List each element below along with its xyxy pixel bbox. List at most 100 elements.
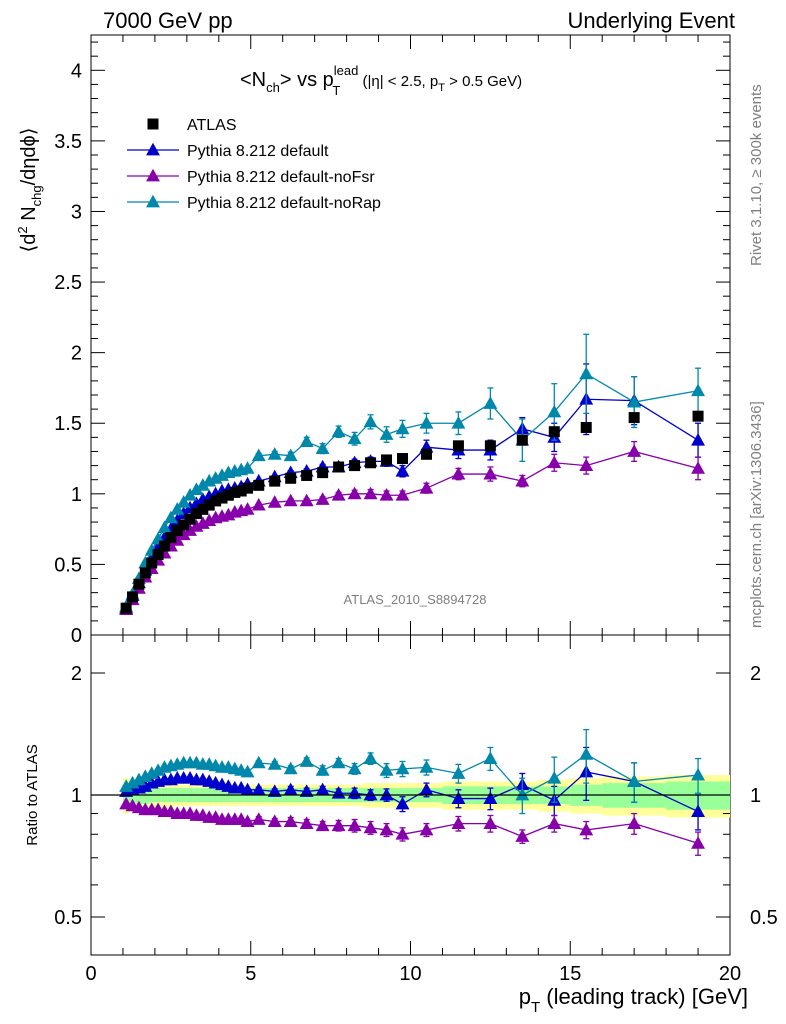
data-point xyxy=(242,482,254,494)
x-tick-label: 10 xyxy=(399,963,421,985)
data-point xyxy=(299,754,314,767)
main-y-tick-label: 0.5 xyxy=(54,554,82,576)
data-point xyxy=(240,461,255,474)
data-point xyxy=(240,814,255,827)
data-point xyxy=(178,519,190,531)
data-point xyxy=(395,421,410,435)
data-point xyxy=(627,444,642,457)
data-point xyxy=(240,782,255,796)
data-point xyxy=(691,804,706,817)
data-point xyxy=(691,461,706,474)
main-y-tick-label: 1.5 xyxy=(54,413,82,435)
data-point xyxy=(691,836,706,849)
legend-item: Pythia 8.212 default-noRap xyxy=(127,194,381,212)
data-point xyxy=(299,493,314,507)
data-point xyxy=(283,814,298,827)
data-point xyxy=(347,818,362,832)
plot-title: <Nch> vs plead T (|η| < 2.5, pT > 0.5 GeV… xyxy=(240,63,522,98)
ratio-series-marks xyxy=(119,728,706,856)
data-point xyxy=(515,787,530,801)
data-point xyxy=(515,829,530,842)
data-point xyxy=(127,591,139,603)
data-point xyxy=(240,764,255,778)
data-point xyxy=(315,492,330,505)
data-point xyxy=(133,578,145,590)
data-point xyxy=(216,492,228,504)
data-point xyxy=(483,816,498,830)
x-tick-labels: 0 5 10 15 20 xyxy=(85,963,741,985)
data-point xyxy=(580,421,592,433)
main-y-tick-label: 0 xyxy=(71,625,82,647)
data-point xyxy=(283,493,298,507)
data-point xyxy=(299,816,314,830)
series-line xyxy=(125,372,699,608)
data-point xyxy=(363,787,378,801)
main-y-tick-label: 2 xyxy=(71,343,82,365)
data-point xyxy=(515,473,530,487)
data-point xyxy=(331,424,346,438)
data-point xyxy=(483,751,498,764)
data-point xyxy=(131,772,146,786)
data-point xyxy=(222,489,234,501)
data-point xyxy=(516,434,528,446)
data-point xyxy=(484,440,496,452)
data-point xyxy=(195,478,210,491)
data-point xyxy=(628,412,640,424)
data-point xyxy=(548,426,560,438)
data-point xyxy=(451,416,466,429)
data-point xyxy=(451,816,466,830)
data-point xyxy=(331,488,346,501)
data-point xyxy=(120,602,132,614)
data-point xyxy=(267,447,282,460)
data-point xyxy=(197,503,209,515)
data-point xyxy=(627,774,642,787)
data-point xyxy=(235,485,247,497)
ratio-y-tick-label-left: 1 xyxy=(71,785,82,807)
main-y-tick-label: 2.5 xyxy=(54,272,82,294)
data-point xyxy=(379,427,394,440)
ratio-y-tick-label-right: 1 xyxy=(750,785,761,807)
data-point xyxy=(547,771,562,784)
data-point xyxy=(299,784,314,797)
data-point xyxy=(183,523,198,536)
data-point xyxy=(579,458,594,471)
data-point xyxy=(251,448,266,462)
data-point xyxy=(171,525,183,537)
data-point xyxy=(379,787,394,801)
main-y-tick-labels: 0 0.5 1 1.5 2 2.5 3 3.5 4 xyxy=(54,60,82,647)
data-point xyxy=(331,755,346,769)
data-point xyxy=(240,502,255,515)
data-point xyxy=(251,812,266,825)
data-point xyxy=(301,469,313,481)
data-point xyxy=(419,782,434,796)
legend-label: Pythia 8.212 default-noFsr xyxy=(187,169,375,186)
data-point xyxy=(483,466,498,480)
main-y-tick-label: 3 xyxy=(71,201,82,223)
data-point xyxy=(347,431,362,445)
data-point xyxy=(283,782,298,796)
data-point xyxy=(176,495,191,508)
header-left: 7000 GeV pp xyxy=(103,8,233,33)
data-point xyxy=(627,816,642,830)
data-point xyxy=(267,814,282,827)
ratio-y-tick-label-right: 0.5 xyxy=(750,907,778,929)
main-series-marks xyxy=(119,333,706,615)
data-point xyxy=(299,434,314,447)
data-point xyxy=(395,796,410,810)
data-point xyxy=(691,767,706,781)
data-point xyxy=(579,822,594,836)
ratio-y-tick-label-right: 2 xyxy=(750,663,761,685)
data-point xyxy=(189,482,204,495)
data-point xyxy=(419,416,434,429)
ratio-y-axis-label: Ratio to ATLAS xyxy=(24,744,41,845)
data-point xyxy=(347,761,362,775)
axis-ticks xyxy=(90,35,731,955)
data-point xyxy=(379,488,394,501)
ratio-y-tick-labels: 0.5 0.5 1 1 2 2 xyxy=(54,663,778,929)
data-point xyxy=(347,486,362,500)
data-point xyxy=(152,549,164,561)
data-point xyxy=(285,472,297,484)
legend-marker xyxy=(146,168,160,182)
data-point xyxy=(483,791,498,804)
data-point xyxy=(363,486,378,500)
